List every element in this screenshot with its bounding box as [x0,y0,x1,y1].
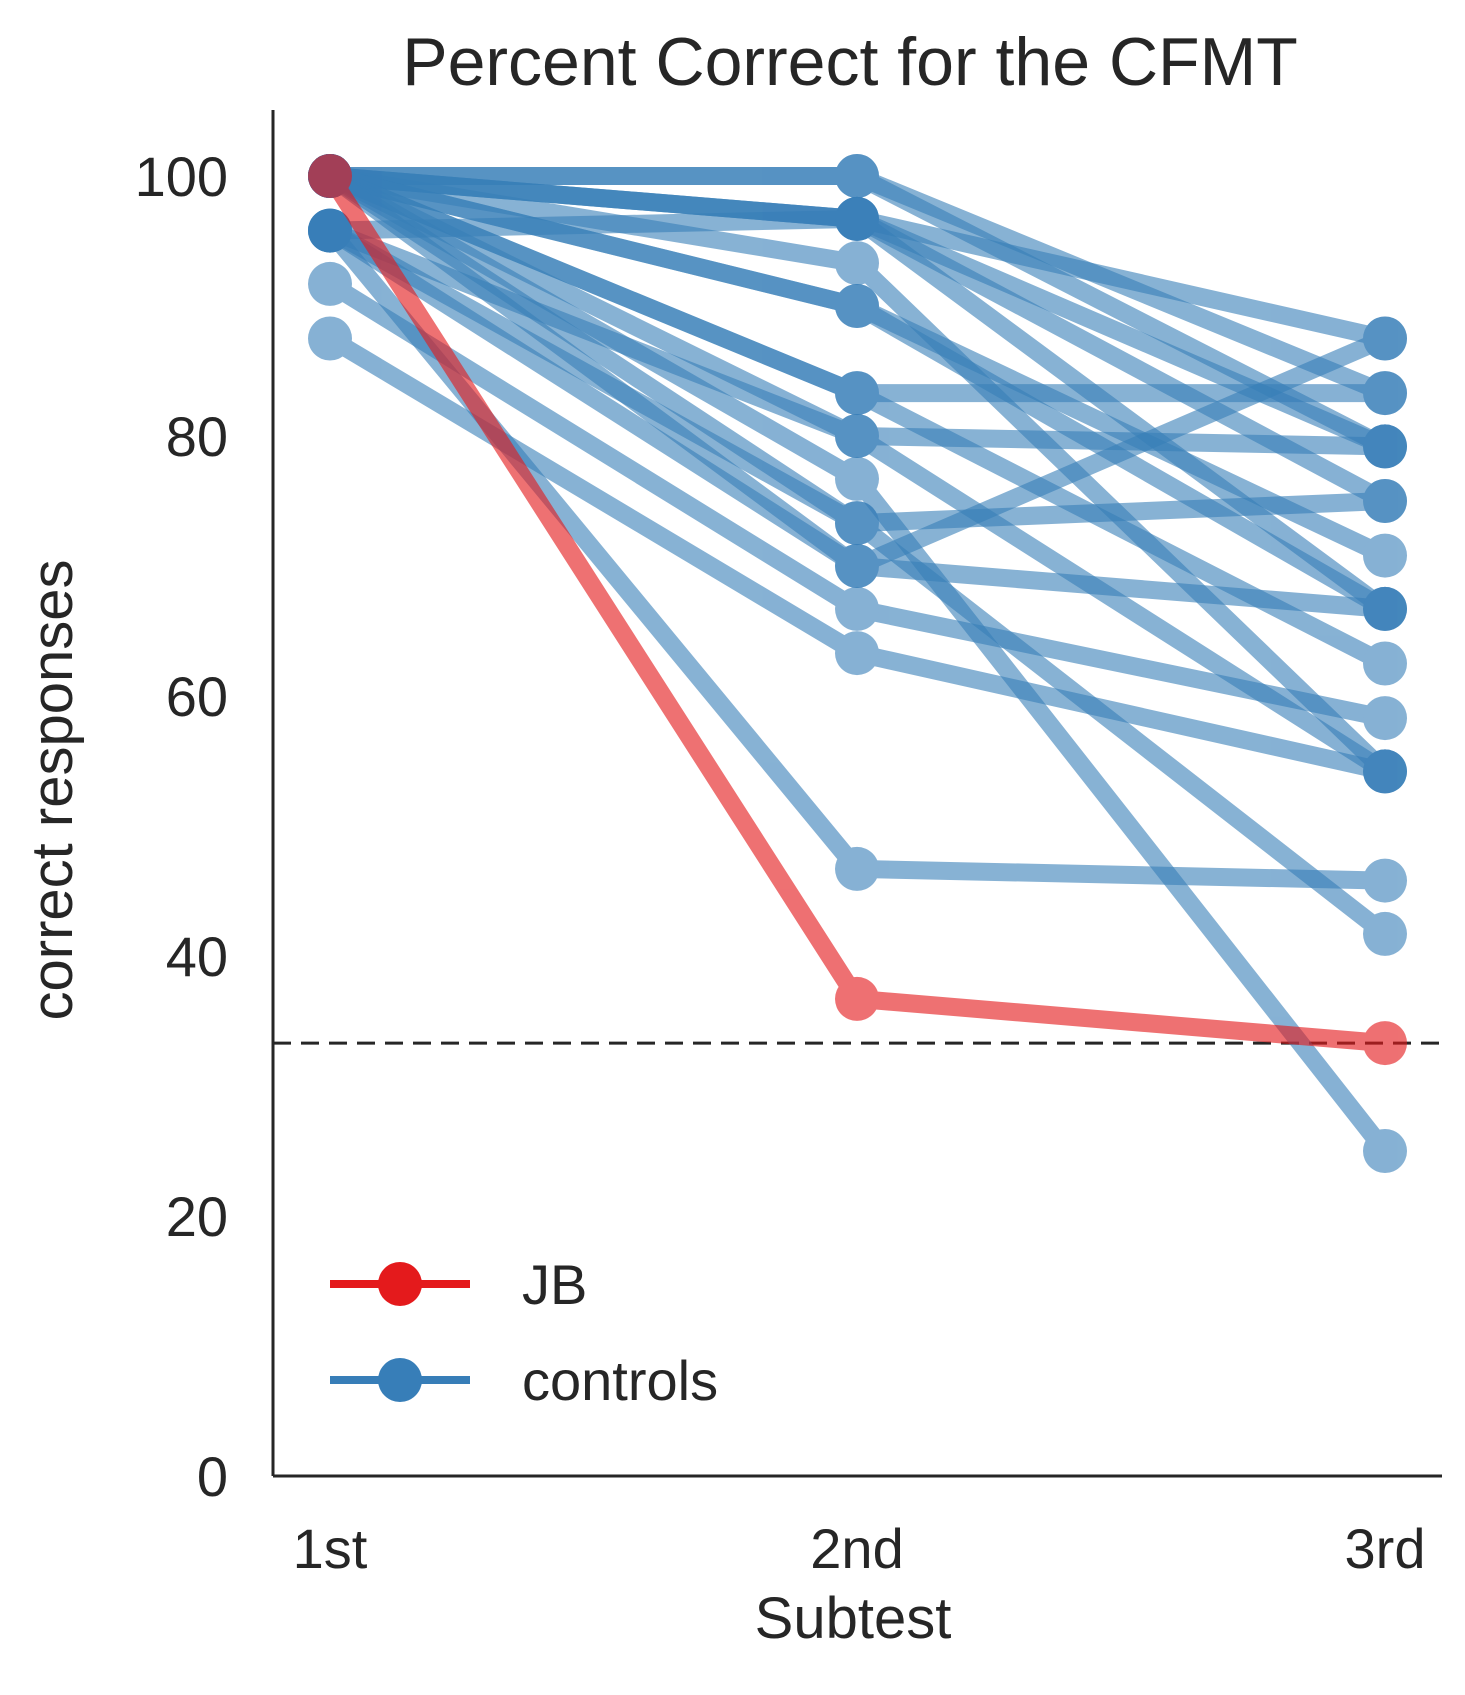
y-tick-label: 40 [166,925,228,988]
data-point-control [1363,641,1407,686]
data-point-control [1363,586,1407,631]
chart-title: Percent Correct for the CFMT [402,24,1298,100]
data-point-control [1363,533,1407,578]
x-tick-label: 2nd [810,1517,903,1580]
legend-label-controls: controls [522,1349,718,1412]
y-tick-label: 80 [166,405,228,468]
data-point-control [835,631,879,676]
data-point-control [835,371,879,416]
data-point-jb [308,154,352,198]
legend-label-jb: JB [522,1253,587,1316]
data-point-control [835,241,879,286]
data-point-control [835,846,879,891]
data-point-control [1363,479,1407,523]
data-point-control [835,284,879,328]
data-point-control [835,154,879,198]
data-point-control [308,316,352,361]
data-point-control [1363,1129,1407,1173]
data-point-control [308,261,352,306]
legend-marker-jb [378,1262,422,1306]
data-point-control [1363,371,1407,416]
x-tick-label: 1st [293,1517,368,1580]
y-tick-label: 60 [166,665,228,728]
legend: JB controls [330,1253,718,1412]
data-point-control [835,456,879,501]
x-tick-label: 3rd [1345,1517,1426,1580]
series-control [308,261,1407,741]
data-point-control [835,544,879,588]
y-axis-label: correct responses [20,560,85,1021]
data-point-control [835,414,879,458]
plot-area [273,154,1442,1173]
data-point-control [1363,316,1407,361]
data-point-control [1363,911,1407,956]
series-jb [308,154,1407,1066]
data-point-control [835,196,879,241]
y-tick-label: 0 [197,1445,228,1508]
y-tick-label: 100 [135,145,228,208]
data-point-control [1363,696,1407,741]
data-point-control [1363,424,1407,469]
data-point-control [1363,858,1407,903]
data-point-control [1363,749,1407,794]
legend-marker-controls [378,1358,422,1402]
data-point-jb [835,976,879,1021]
y-tick-label: 20 [166,1185,228,1248]
data-point-jb [1363,1021,1407,1066]
data-point-control [308,208,352,253]
x-axis-label: Subtest [755,1586,952,1651]
data-point-control [835,501,879,546]
data-point-control [835,586,879,631]
